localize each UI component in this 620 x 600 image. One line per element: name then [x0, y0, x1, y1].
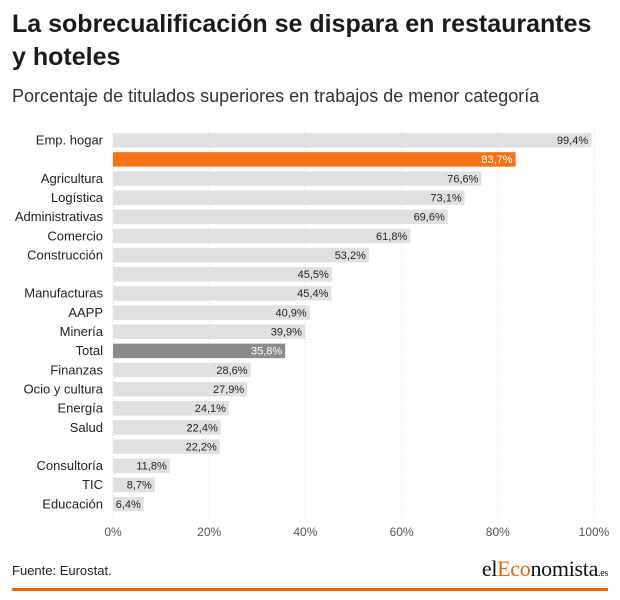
category-label: Administrativas — [15, 209, 104, 224]
category-label: Construcción — [27, 247, 103, 262]
x-tick-label: 80% — [486, 525, 510, 539]
bar — [113, 458, 170, 474]
bar-value-label: 99,4% — [557, 135, 588, 147]
x-tick-label: 20% — [197, 525, 221, 539]
bar-value-label: 73,1% — [430, 192, 461, 204]
bar — [113, 343, 286, 359]
bar-value-label: 83,7% — [481, 154, 512, 166]
bar-value-label: 35,8% — [251, 346, 282, 358]
chart-subtitle: Porcentaje de titulados superiores en tr… — [12, 86, 540, 106]
x-tick-label: 60% — [390, 525, 414, 539]
bar — [113, 209, 448, 225]
bar — [113, 324, 305, 339]
bar-value-label: 22,2% — [186, 441, 217, 453]
bar — [113, 439, 220, 454]
bar-value-label: 69,6% — [414, 212, 445, 224]
bar — [113, 496, 144, 512]
category-label: TIC — [82, 477, 103, 492]
bar — [113, 305, 310, 320]
category-label: Educación — [42, 496, 103, 511]
bar — [113, 152, 516, 167]
bar — [113, 247, 369, 263]
category-label: Energía — [57, 401, 103, 416]
bottom-rule — [12, 588, 608, 591]
bar-value-label: 6,4% — [116, 499, 141, 511]
bar — [113, 362, 251, 378]
category-label: Consultoría — [37, 458, 104, 473]
bar-value-label: 45,5% — [298, 269, 329, 281]
bar — [113, 420, 221, 435]
logo-text-nomista: nomista — [530, 556, 599, 581]
category-label: Finanzas — [50, 362, 103, 377]
category-label: Agricultura — [41, 171, 104, 186]
bar — [113, 381, 248, 397]
category-label: Salud — [70, 420, 103, 435]
bar — [113, 228, 411, 244]
bar-value-label: 22,4% — [187, 422, 218, 434]
bar-value-label: 8,7% — [127, 480, 152, 492]
bar — [113, 267, 332, 282]
bar-value-label: 28,6% — [216, 365, 247, 377]
bar — [113, 401, 229, 416]
logo-text-el: el — [481, 556, 498, 581]
category-label: Comercio — [47, 228, 103, 243]
bar-value-label: 40,9% — [276, 307, 307, 319]
bar-value-label: 11,8% — [136, 461, 167, 473]
bar-value-label: 27,9% — [213, 384, 244, 396]
chart-title: La sobrecualificación se dispara en rest… — [12, 10, 592, 71]
category-label: Minería — [60, 324, 104, 339]
bar — [113, 133, 592, 148]
x-tick-label: 0% — [104, 525, 122, 539]
bar-value-label: 76,6% — [447, 173, 478, 185]
bar-value-label: 39,9% — [271, 327, 302, 339]
source-note: Fuente: Eurostat. — [12, 563, 112, 578]
category-label: Logística — [51, 190, 104, 205]
bar-value-label: 53,2% — [335, 250, 366, 262]
x-tick-label: 40% — [293, 525, 317, 539]
logo-text-eco: Eco — [497, 556, 531, 581]
bar-value-label: 61,8% — [376, 231, 407, 243]
bar-value-label: 45,4% — [297, 288, 328, 300]
bar — [113, 477, 155, 493]
bar-chart: 0% 20% 40% 60% 80% 100% 99,4% Emp. hogar 83,7%76… — [15, 129, 610, 539]
category-label: Total — [76, 343, 104, 358]
logo-text-es: .es — [598, 568, 608, 579]
category-label: Emp. hogar — [36, 133, 104, 148]
bar — [113, 190, 465, 205]
category-label: AAPP — [68, 305, 103, 320]
bar — [113, 286, 332, 301]
category-label: Ocio y cultura — [24, 381, 104, 396]
x-tick-label: 100% — [579, 525, 610, 539]
bar — [113, 171, 482, 186]
category-label: Manufacturas — [24, 286, 103, 301]
bar-value-label: 24,1% — [195, 403, 226, 415]
eleconomista-logo: elEconomista.es — [482, 556, 608, 582]
